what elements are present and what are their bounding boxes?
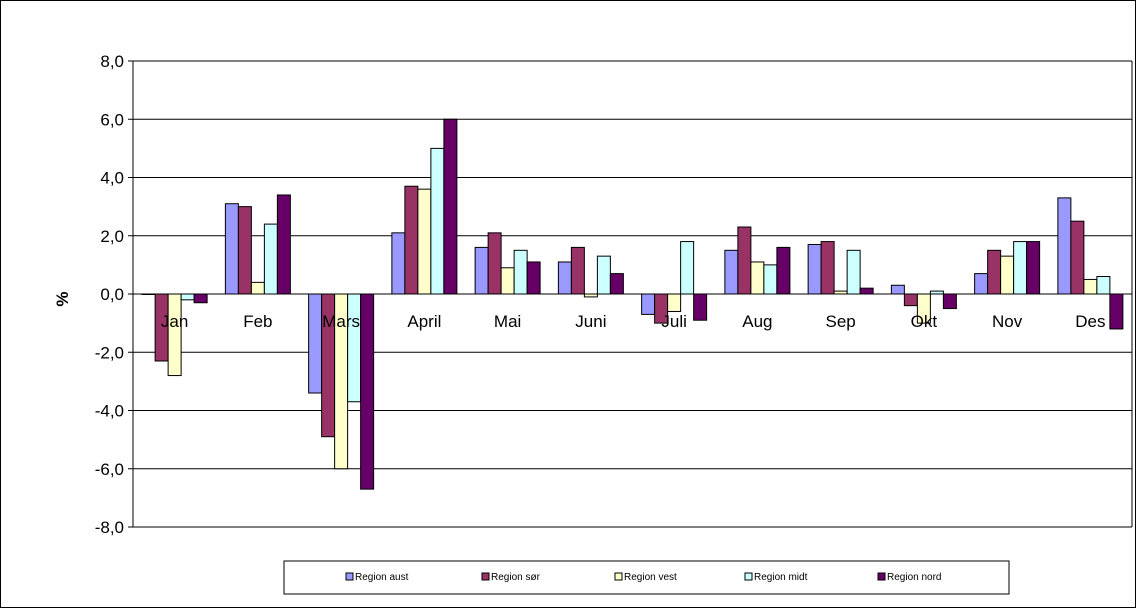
legend-swatch [345,572,354,581]
y-axis-label: % [53,291,72,306]
bar [526,261,541,295]
y-tick-label: 8,0 [100,52,124,71]
bar [987,249,1002,295]
bar [237,206,252,295]
bar [250,281,265,295]
x-tick-label: Mars [322,312,360,331]
bar [1026,241,1041,295]
x-tick-label: Feb [243,312,272,331]
bar [641,293,656,315]
bar [1057,197,1072,295]
bar [224,203,239,295]
bar [737,226,752,295]
bar [1096,276,1111,295]
legend-label: Region sør [491,572,541,583]
bar [974,273,989,295]
bar [1013,241,1028,295]
bar [513,249,528,295]
bar [609,273,624,295]
x-tick-label: Okt [911,312,938,331]
legend-label: Region vest [624,572,677,583]
legend-box [283,560,1010,595]
x-tick-label: Juni [575,312,606,331]
bar [263,223,278,295]
bar [820,241,835,295]
bar [417,188,432,295]
bar [680,241,695,295]
bar [859,287,874,295]
legend-swatch [744,572,753,581]
x-tick-label: Des [1075,312,1105,331]
x-tick-label: Juli [661,312,687,331]
legend-swatch [481,572,490,581]
bar [846,249,861,295]
bar [391,232,406,295]
bar [443,118,458,295]
bar [724,249,739,295]
legend-swatch [614,572,623,581]
x-tick-label: Mai [494,312,521,331]
y-tick-label: 2,0 [100,227,124,246]
bar [1083,278,1098,295]
bar [1109,293,1124,330]
bar [180,293,195,301]
bar [807,243,822,295]
bar [360,293,375,490]
x-tick-label: Aug [742,312,772,331]
y-tick-label: 0,0 [100,285,124,304]
bar [903,293,918,307]
y-tick-label: -6,0 [95,460,124,479]
y-tick-label: 6,0 [100,110,124,129]
bar [404,185,419,295]
bars [141,118,1124,490]
bar [347,293,362,403]
bar [776,246,791,295]
y-tick-label: -4,0 [95,402,124,421]
bar [487,232,502,295]
bar [942,293,957,310]
bar [667,293,682,312]
bar [1000,255,1015,295]
bar [308,293,323,394]
x-tick-label: Nov [992,312,1023,331]
bar [750,261,765,295]
bar [1070,220,1085,295]
y-tick-label: 4,0 [100,169,124,188]
x-tick-label: Sep [826,312,856,331]
bar [474,246,489,295]
legend-label: Region aust [355,572,409,583]
x-tick-label: April [407,312,441,331]
legend: Region aust Region sør Region vest Region m… [283,560,1010,595]
x-tick-label: Jan [161,312,188,331]
bar [763,264,778,295]
y-tick-label: -8,0 [95,518,124,537]
bar [570,246,585,295]
bar [430,147,445,295]
axes: 8,0 6,0 4,0 2,0 0,0 -2,0 -4,0 -6,0 -8,0 Jan Feb Mar… [95,52,1133,537]
bar [276,194,291,295]
bar [500,267,515,295]
legend-swatch [877,572,886,581]
y-tick-label: -2,0 [95,343,124,362]
bar [167,293,182,377]
bar [557,261,572,295]
bar [193,293,208,304]
bar [596,255,611,295]
legend-label: Region nord [887,572,941,583]
bar [890,284,905,295]
legend-label: Region midt [754,572,808,583]
bar [693,293,708,321]
